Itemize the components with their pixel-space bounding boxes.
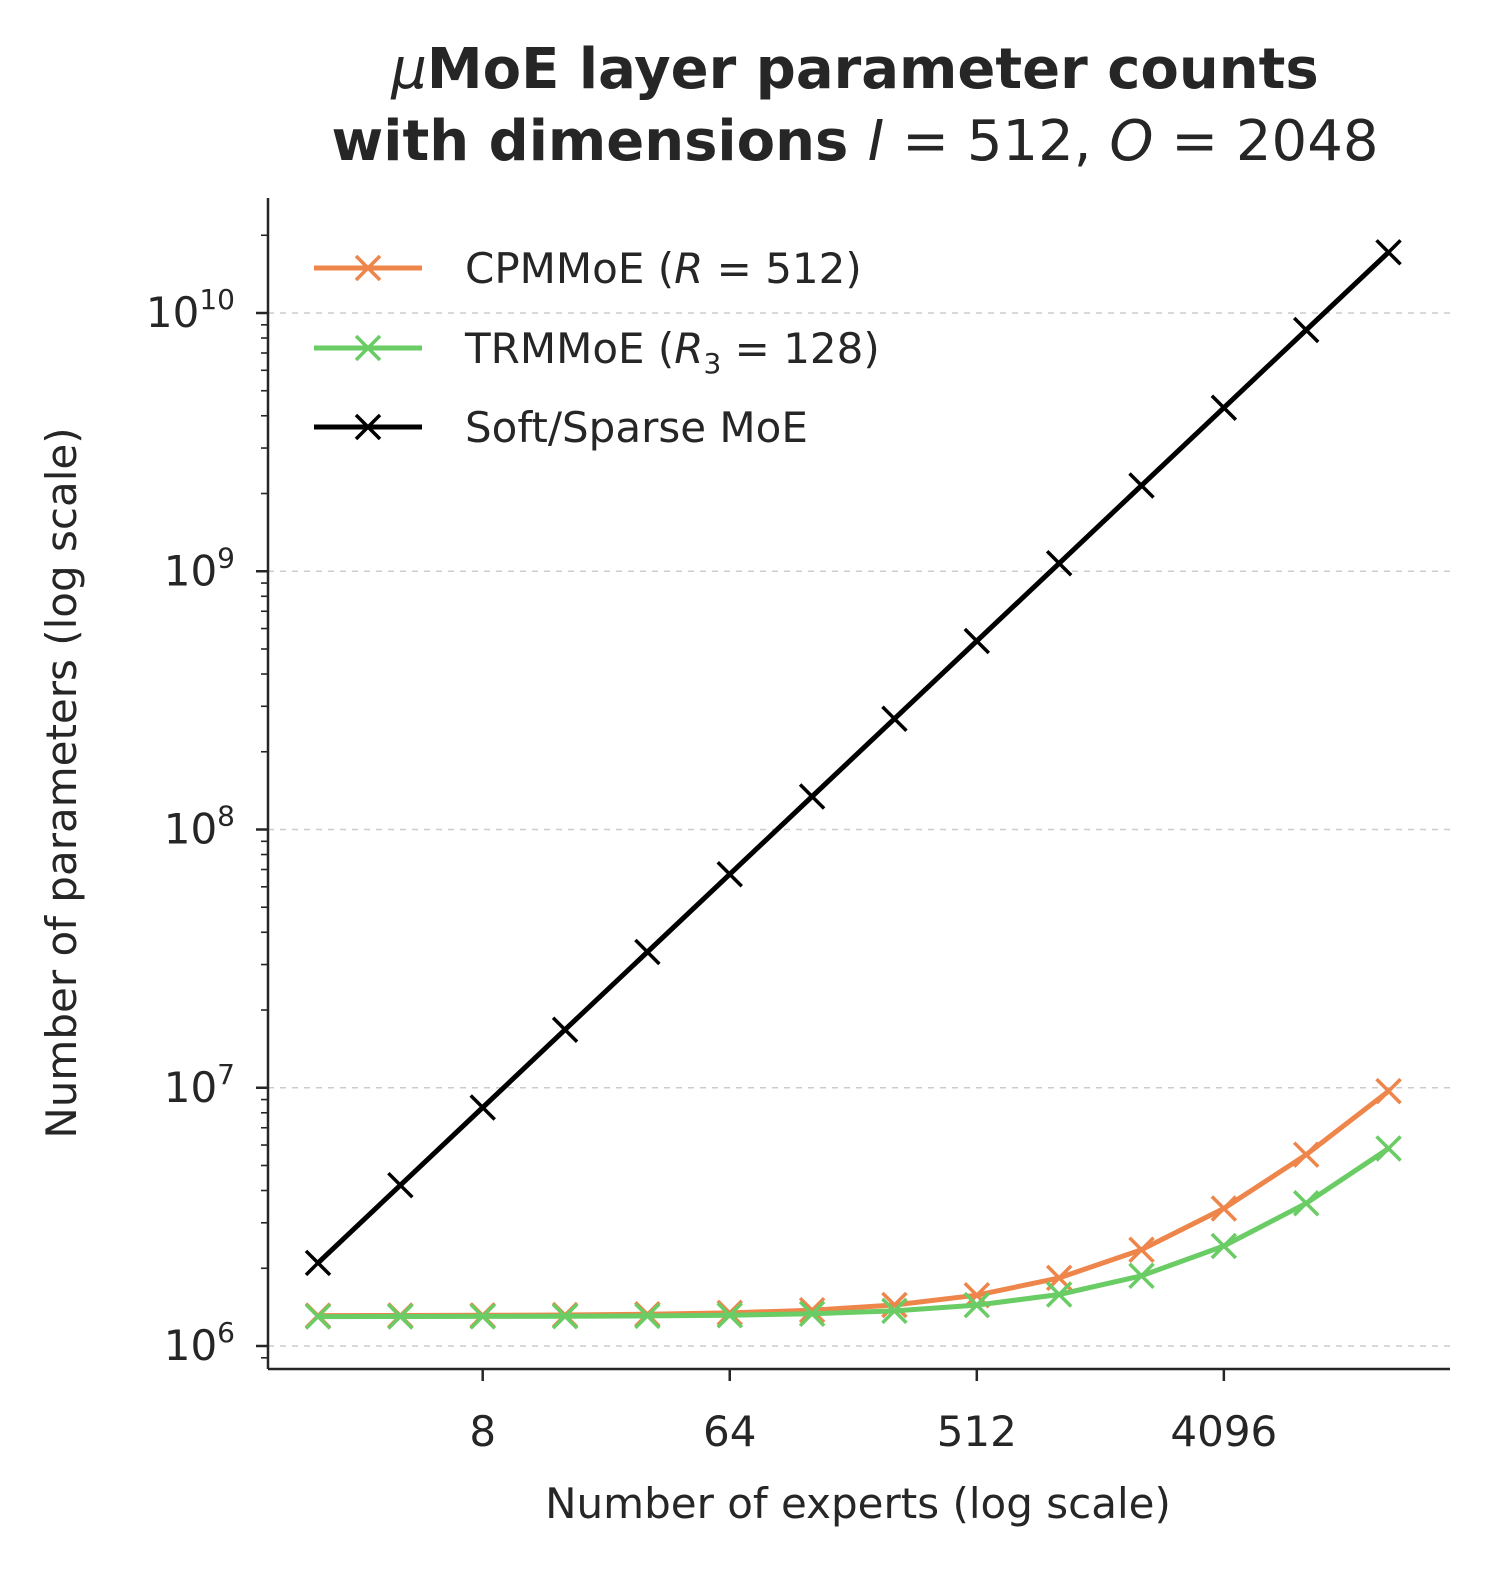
chart-title-line-2: with dimensions I = 512, O = 2048 bbox=[332, 109, 1379, 174]
x-tick-label: 8 bbox=[469, 1407, 496, 1456]
title-line-2-prefix: with dimensions bbox=[332, 109, 868, 174]
data-point-marker bbox=[1375, 1077, 1402, 1105]
title-line-1-text: MoE layer parameter counts bbox=[427, 37, 1319, 102]
data-point-marker bbox=[1292, 1141, 1320, 1168]
legend-trmmoe-subscript: 3 bbox=[703, 347, 721, 380]
legend-entry-soft-sparse-moe: Soft/Sparse MoE bbox=[314, 403, 808, 452]
x-axis-label: Number of experts (log scale) bbox=[545, 1479, 1171, 1528]
legend-cpmmoe-var: R bbox=[674, 244, 703, 293]
data-point-marker bbox=[1375, 239, 1402, 266]
data-point-marker bbox=[1292, 1190, 1320, 1217]
data-point-marker bbox=[881, 705, 908, 732]
data-point-marker bbox=[1045, 1281, 1073, 1308]
y-tick-label: 108 bbox=[164, 800, 235, 854]
y-tick-label-exponent: 7 bbox=[217, 1058, 235, 1091]
y-tick-label-exponent: 6 bbox=[217, 1316, 235, 1349]
y-tick-label: 107 bbox=[164, 1058, 235, 1112]
title-O-value: = 2048 bbox=[1153, 109, 1378, 174]
series-line-soft-sparse-moe bbox=[316, 250, 1391, 1265]
y-tick-label-base: 10 bbox=[164, 546, 217, 595]
legend-cpmmoe-prefix: CPMMoE ( bbox=[465, 244, 674, 293]
y-tick-label-exponent: 8 bbox=[217, 800, 235, 833]
chart-title-line-1: μMoE layer parameter counts bbox=[390, 37, 1318, 102]
title-mu-symbol: μ bbox=[390, 37, 427, 102]
x-tick-label: 4096 bbox=[1170, 1407, 1277, 1456]
data-point-marker bbox=[1210, 1195, 1238, 1222]
data-point-marker bbox=[304, 1303, 332, 1330]
data-point-marker bbox=[1128, 472, 1155, 499]
y-tick-label: 106 bbox=[164, 1316, 235, 1370]
y-tick-label-exponent: 9 bbox=[217, 541, 235, 574]
data-point-marker bbox=[798, 1300, 826, 1327]
legend-entry-trmmoe: TRMMoE (R3 = 128) bbox=[314, 324, 880, 380]
data-point-marker bbox=[1375, 1135, 1402, 1162]
title-I-value: = 512, bbox=[884, 109, 1109, 174]
legend-trmmoe-prefix: TRMMoE ( bbox=[464, 324, 674, 373]
grid-lines bbox=[268, 312, 1450, 1347]
x-tick-label: 64 bbox=[703, 1407, 756, 1456]
data-point-marker bbox=[304, 1249, 332, 1277]
x-tick-label: 512 bbox=[937, 1407, 1017, 1456]
data-point-marker bbox=[1210, 1232, 1238, 1260]
y-tick-label-exponent: 10 bbox=[199, 283, 235, 316]
y-axis-label: Number of parameters (log scale) bbox=[37, 427, 86, 1138]
legend-label-soft-sparse-moe: Soft/Sparse MoE bbox=[465, 403, 808, 452]
legend-entry-cpmmoe: CPMMoE (R = 512) bbox=[314, 244, 862, 293]
data-point-marker bbox=[1045, 550, 1073, 577]
data-point-marker bbox=[716, 1301, 743, 1329]
data-point-marker bbox=[387, 1303, 414, 1330]
y-tick-label-base: 10 bbox=[164, 1321, 217, 1370]
data-point-marker bbox=[881, 1297, 908, 1325]
data-point-marker bbox=[469, 1094, 496, 1121]
legend-label-trmmoe: TRMMoE (R3 = 128) bbox=[464, 324, 880, 380]
title-I-var: I bbox=[868, 109, 885, 174]
data-point-marker bbox=[798, 1296, 826, 1324]
legend-trmmoe-var: R bbox=[674, 324, 703, 373]
series-line-trmmoe bbox=[317, 1146, 1390, 1320]
legend-marker-soft-sparse-moe bbox=[354, 413, 382, 441]
data-point-marker bbox=[634, 938, 661, 966]
data-series bbox=[304, 239, 1402, 1330]
data-point-marker bbox=[963, 627, 991, 655]
data-point-marker bbox=[798, 783, 826, 810]
series-soft-sparse-moe bbox=[304, 239, 1402, 1277]
legend-marker-trmmoe bbox=[354, 334, 382, 362]
data-point-marker bbox=[1128, 1236, 1155, 1263]
legend-trmmoe-suffix: = 128) bbox=[721, 324, 879, 373]
legend: CPMMoE (R = 512) TRMMoE (R3 = 128) Soft/… bbox=[314, 244, 880, 452]
legend-label-cpmmoe: CPMMoE (R = 512) bbox=[465, 244, 862, 293]
series-trmmoe bbox=[304, 1135, 1402, 1330]
legend-cpmmoe-suffix: = 512) bbox=[703, 244, 861, 293]
y-tick-label-base: 10 bbox=[164, 805, 217, 854]
y-tick-label: 109 bbox=[164, 541, 235, 595]
title-O-var: O bbox=[1109, 109, 1153, 174]
legend-marker-cpmmoe bbox=[354, 254, 382, 282]
data-point-marker bbox=[1292, 316, 1320, 344]
data-point-marker bbox=[469, 1303, 496, 1330]
y-tick-label-base: 10 bbox=[164, 1063, 217, 1112]
data-point-marker bbox=[963, 1291, 991, 1319]
data-point-marker bbox=[1128, 1262, 1155, 1290]
data-point-marker bbox=[1210, 394, 1238, 422]
y-tick-label-base: 10 bbox=[146, 288, 199, 337]
data-point-marker bbox=[634, 1302, 661, 1330]
data-point-marker bbox=[551, 1016, 579, 1043]
data-point-marker bbox=[551, 1303, 579, 1330]
data-point-marker bbox=[387, 1171, 414, 1199]
data-point-marker bbox=[716, 860, 743, 888]
y-tick-label: 1010 bbox=[146, 283, 235, 337]
